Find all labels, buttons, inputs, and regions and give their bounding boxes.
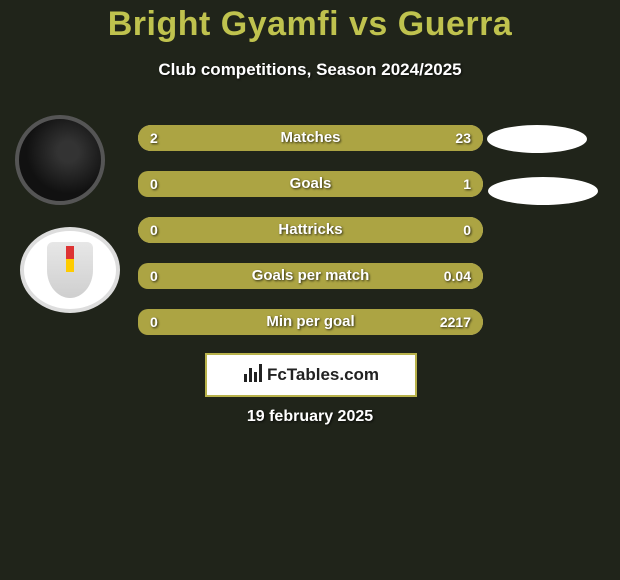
badge-stripe-icon [66, 246, 74, 272]
stat-bar: 223Matches [138, 125, 483, 151]
bar-chart-icon [243, 364, 263, 387]
bar-label: Goals [138, 171, 483, 197]
stat-bar: 01Goals [138, 171, 483, 197]
page-title: Bright Gyamfi vs Guerra [0, 5, 620, 44]
page-subtitle: Club competitions, Season 2024/2025 [0, 60, 620, 80]
club-badge-left [20, 227, 120, 313]
bar-label: Min per goal [138, 309, 483, 335]
badge-shield-icon [47, 242, 93, 298]
comparison-card: Bright Gyamfi vs Guerra Club competition… [0, 0, 620, 580]
stat-bar: 00.04Goals per match [138, 263, 483, 289]
club-badge-right [488, 177, 598, 205]
player-avatar-right [487, 125, 587, 153]
source-logo-text: FcTables.com [267, 365, 379, 385]
source-logo: FcTables.com [205, 353, 417, 397]
date-label: 19 february 2025 [0, 408, 620, 426]
stat-bar: 00Hattricks [138, 217, 483, 243]
stat-bars: 223Matches 01Goals 00Hattricks 00.04Goals p… [138, 125, 483, 355]
player-avatar-left [15, 115, 105, 205]
bar-label: Goals per match [138, 263, 483, 289]
stat-bar: 02217Min per goal [138, 309, 483, 335]
bar-label: Matches [138, 125, 483, 151]
bar-label: Hattricks [138, 217, 483, 243]
